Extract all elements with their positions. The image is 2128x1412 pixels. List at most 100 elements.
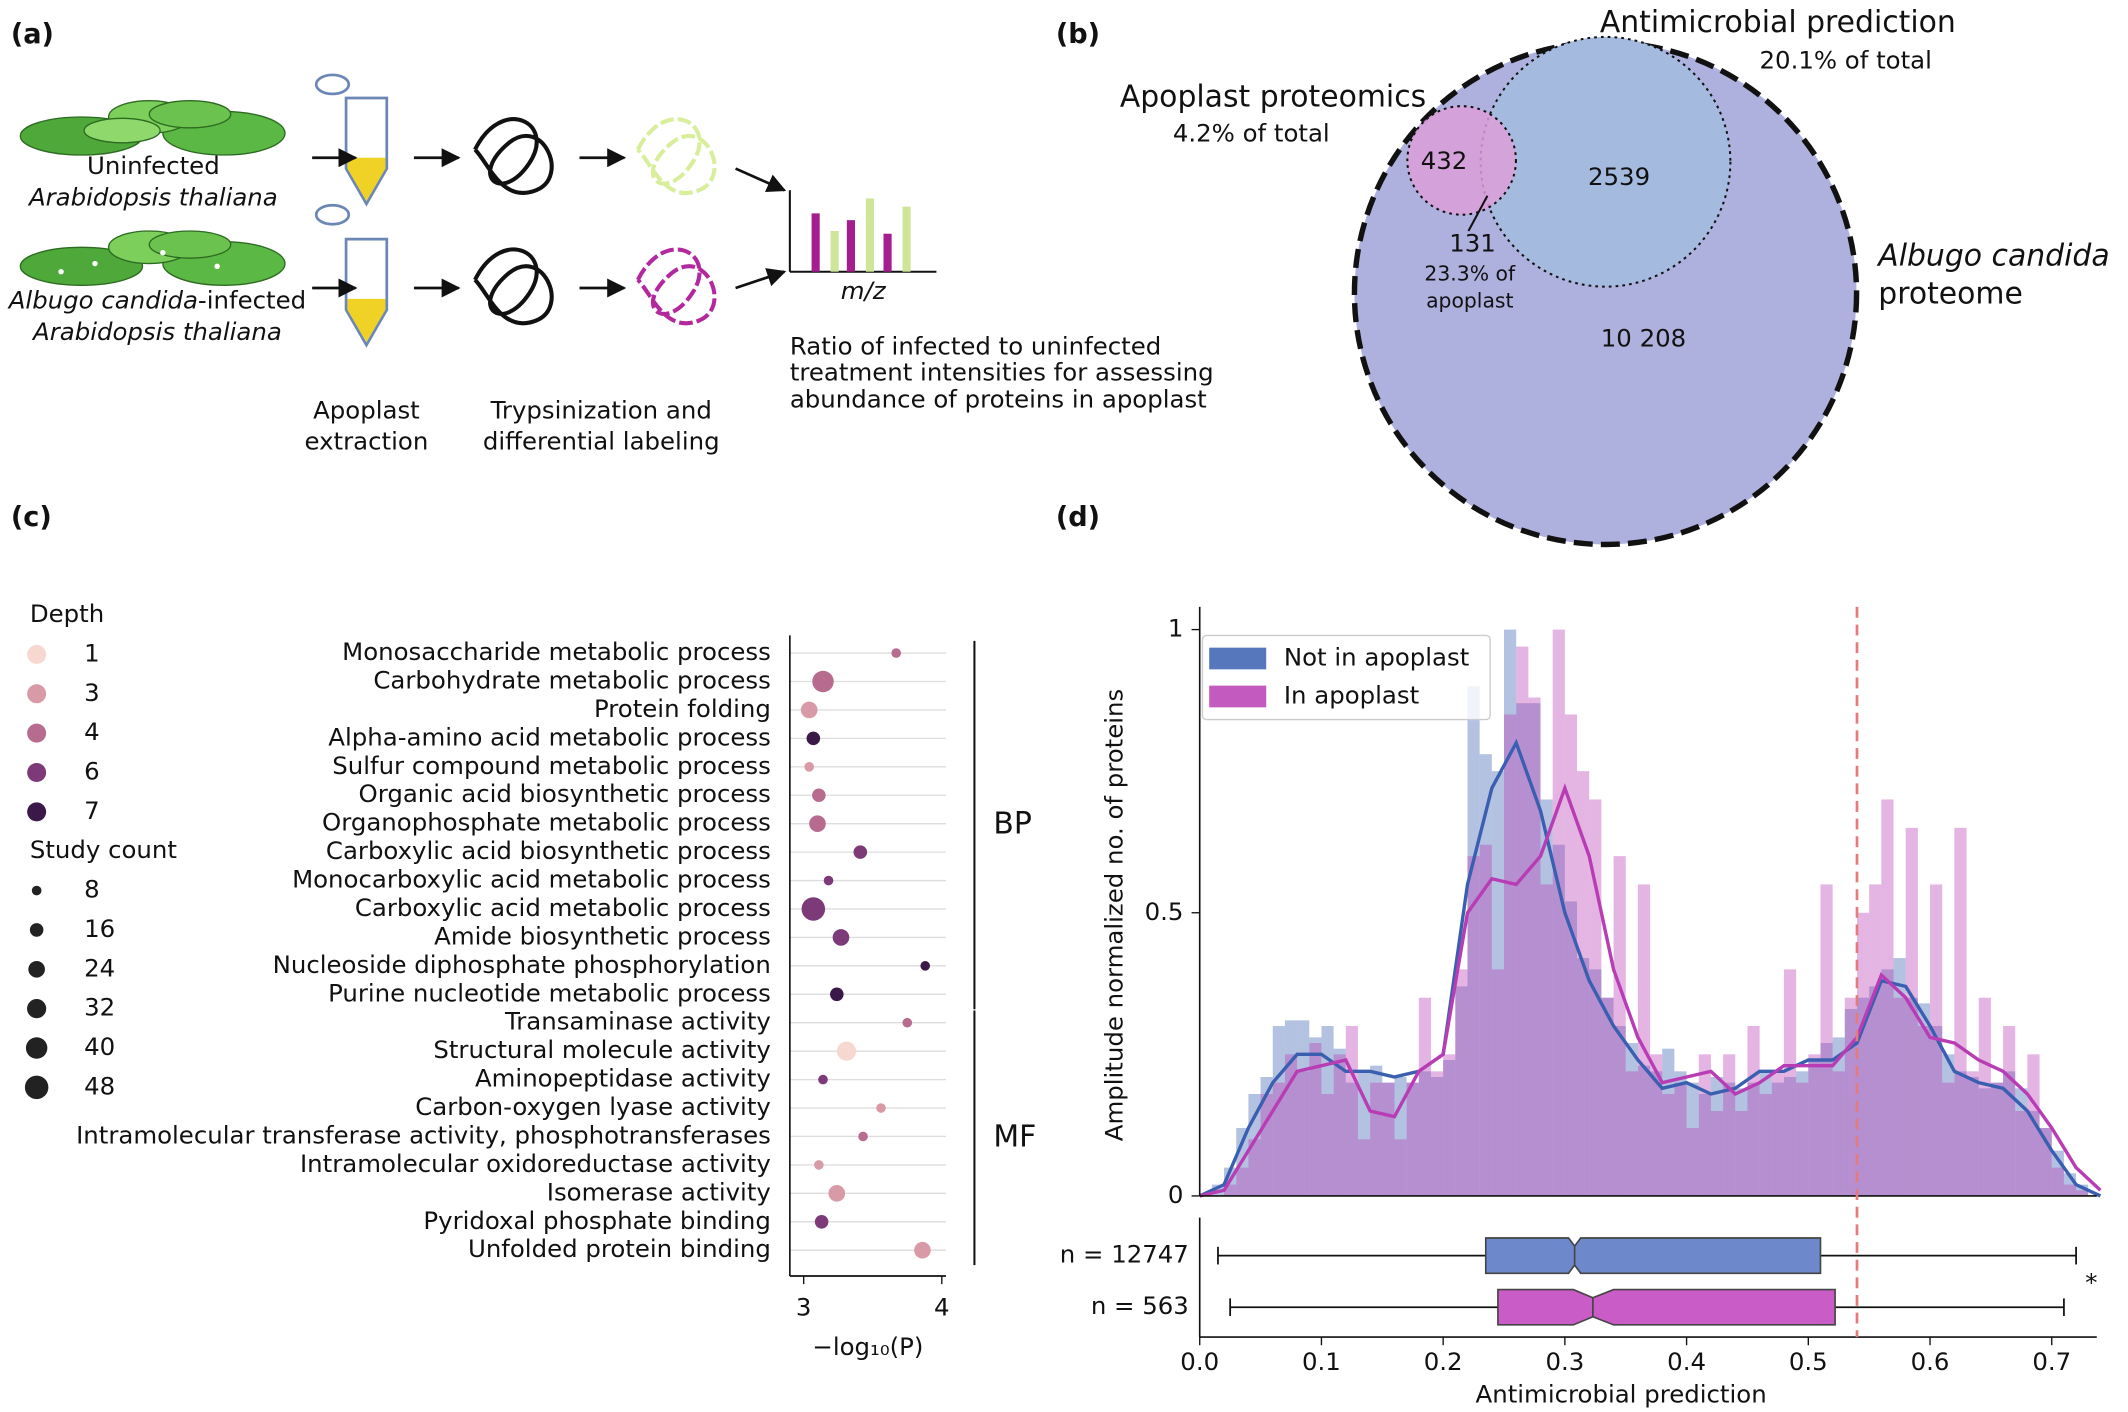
group-label: BP bbox=[993, 807, 1031, 842]
histogram-bar bbox=[1686, 1082, 1699, 1196]
set-share: 4.2% of total bbox=[1173, 119, 1330, 148]
histogram-bar bbox=[1418, 1071, 1431, 1196]
panel-label: (c) bbox=[11, 502, 52, 533]
histogram-bar bbox=[1759, 1071, 1772, 1196]
histogram-bar bbox=[1881, 969, 1894, 1196]
legend-label: 24 bbox=[84, 953, 115, 982]
histogram-bar bbox=[1443, 1054, 1456, 1196]
histogram-bar bbox=[1747, 1026, 1760, 1196]
histogram-bar bbox=[1881, 799, 1894, 1196]
legend-marker bbox=[27, 802, 47, 822]
significance: * bbox=[2085, 1268, 2097, 1297]
x-tick-label: 4 bbox=[934, 1293, 950, 1322]
label: Trypsinization and bbox=[490, 396, 712, 425]
histogram-bar bbox=[1662, 1093, 1675, 1196]
histogram-bar bbox=[1905, 827, 1918, 1196]
histogram-bar bbox=[1869, 986, 1882, 1196]
apoplast-circle bbox=[1406, 105, 1517, 216]
tube bbox=[314, 203, 389, 348]
histogram-bar bbox=[2015, 1110, 2028, 1196]
legend-label: 48 bbox=[84, 1071, 115, 1100]
legend-label: 16 bbox=[84, 914, 115, 943]
histogram-bar bbox=[1978, 1088, 1991, 1196]
histogram-bar bbox=[1856, 912, 1870, 1196]
set-label: Apoplast proteomics bbox=[1120, 80, 1426, 115]
histogram-bar bbox=[2076, 1184, 2089, 1196]
category-label: Organic acid biosynthetic process bbox=[359, 779, 771, 808]
category-label: Intramolecular oxidoreductase activity bbox=[300, 1149, 771, 1178]
histogram-bar bbox=[1309, 1043, 1322, 1196]
legend-label: 8 bbox=[84, 875, 100, 904]
dot bbox=[818, 1074, 828, 1085]
category-label: Intramolecular transferase activity, pho… bbox=[76, 1120, 771, 1149]
category-label: Alpha-amino acid metabolic process bbox=[328, 722, 771, 751]
histogram-bar bbox=[1832, 1037, 1845, 1196]
category-label: Amide biosynthetic process bbox=[434, 921, 771, 950]
histogram-bar bbox=[2076, 1190, 2089, 1196]
leader-line bbox=[1467, 195, 1489, 232]
histogram-bar bbox=[1710, 1110, 1724, 1196]
histogram-bar bbox=[1491, 771, 1505, 1196]
legend-frame bbox=[1201, 634, 1491, 721]
histogram-bar bbox=[1370, 1082, 1383, 1196]
category-label: Aminopeptidase activity bbox=[475, 1064, 771, 1093]
histogram-bar bbox=[1564, 901, 1578, 1196]
histogram-bar bbox=[1820, 884, 1833, 1196]
dot bbox=[814, 1160, 824, 1170]
histogram-bar bbox=[1577, 958, 1590, 1196]
dot bbox=[832, 929, 850, 946]
dot bbox=[858, 1131, 868, 1142]
histogram-bar bbox=[1710, 1076, 1724, 1196]
histogram-bar bbox=[1674, 1071, 1687, 1196]
histogram-bar bbox=[1917, 1003, 1931, 1196]
legend-marker bbox=[27, 644, 47, 664]
histogram-bar bbox=[1990, 1082, 2004, 1196]
count: 2539 bbox=[1588, 162, 1650, 191]
histogram-bar bbox=[1321, 1026, 1334, 1196]
histogram-bar bbox=[1613, 1026, 1626, 1196]
box bbox=[1497, 1288, 1836, 1326]
histogram-bar bbox=[1491, 969, 1505, 1196]
histogram-bar bbox=[1930, 1026, 1943, 1196]
histogram-bar bbox=[1954, 1071, 1967, 1196]
histogram-bar bbox=[2015, 1088, 2028, 1196]
histogram-bar bbox=[1893, 958, 1906, 1196]
histogram-bar bbox=[1297, 1020, 1310, 1196]
histogram-bar bbox=[1333, 1054, 1346, 1196]
legend-label: 6 bbox=[84, 757, 100, 786]
histogram-bar bbox=[1455, 986, 1468, 1196]
histogram-bar bbox=[1382, 1082, 1395, 1196]
x-tick-label: 0.2 bbox=[1424, 1347, 1463, 1376]
histogram-bar bbox=[1601, 997, 1614, 1196]
legend-title: Depth bbox=[30, 599, 104, 628]
histogram-bar bbox=[1686, 1127, 1699, 1196]
arrows bbox=[312, 148, 787, 298]
histogram-bar bbox=[1637, 884, 1651, 1196]
histogram-bar bbox=[1625, 1071, 1638, 1196]
histogram-bar bbox=[1564, 714, 1578, 1196]
dot bbox=[800, 701, 818, 719]
histogram-bar bbox=[1552, 844, 1565, 1196]
histogram-bar bbox=[1783, 969, 1797, 1196]
dot bbox=[812, 788, 826, 803]
box-label: n = 563 bbox=[1091, 1291, 1189, 1320]
histogram-bar bbox=[1418, 997, 1431, 1196]
histogram-bar bbox=[1917, 1026, 1931, 1196]
dot bbox=[804, 762, 814, 772]
histogram-bar bbox=[1698, 1093, 1711, 1196]
histogram-bar bbox=[1272, 1026, 1285, 1196]
histogram-bar bbox=[1260, 1093, 1273, 1196]
labeled-peptide bbox=[636, 117, 717, 195]
category-label: Transaminase activity bbox=[504, 1007, 771, 1036]
histogram-bar bbox=[1272, 1082, 1285, 1196]
histogram-bar bbox=[1589, 969, 1602, 1196]
panel-label: (b) bbox=[1056, 19, 1100, 50]
x-tick-label: 0.6 bbox=[1911, 1347, 1950, 1376]
histogram-bar bbox=[1467, 856, 1480, 1196]
caption: Ratio of infected to uninfected bbox=[790, 332, 1161, 361]
histogram-bar bbox=[2063, 1184, 2077, 1196]
dot bbox=[806, 731, 821, 746]
legend-marker bbox=[31, 885, 42, 896]
panel-label: (a) bbox=[11, 19, 54, 50]
